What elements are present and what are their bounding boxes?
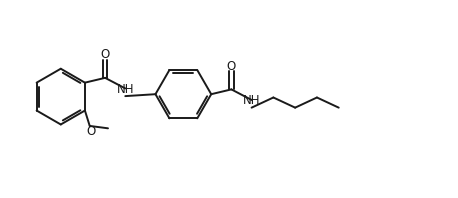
- Text: O: O: [86, 125, 95, 138]
- Text: NH: NH: [116, 83, 134, 96]
- Text: O: O: [227, 60, 236, 73]
- Text: O: O: [100, 48, 110, 61]
- Text: NH: NH: [243, 94, 260, 107]
